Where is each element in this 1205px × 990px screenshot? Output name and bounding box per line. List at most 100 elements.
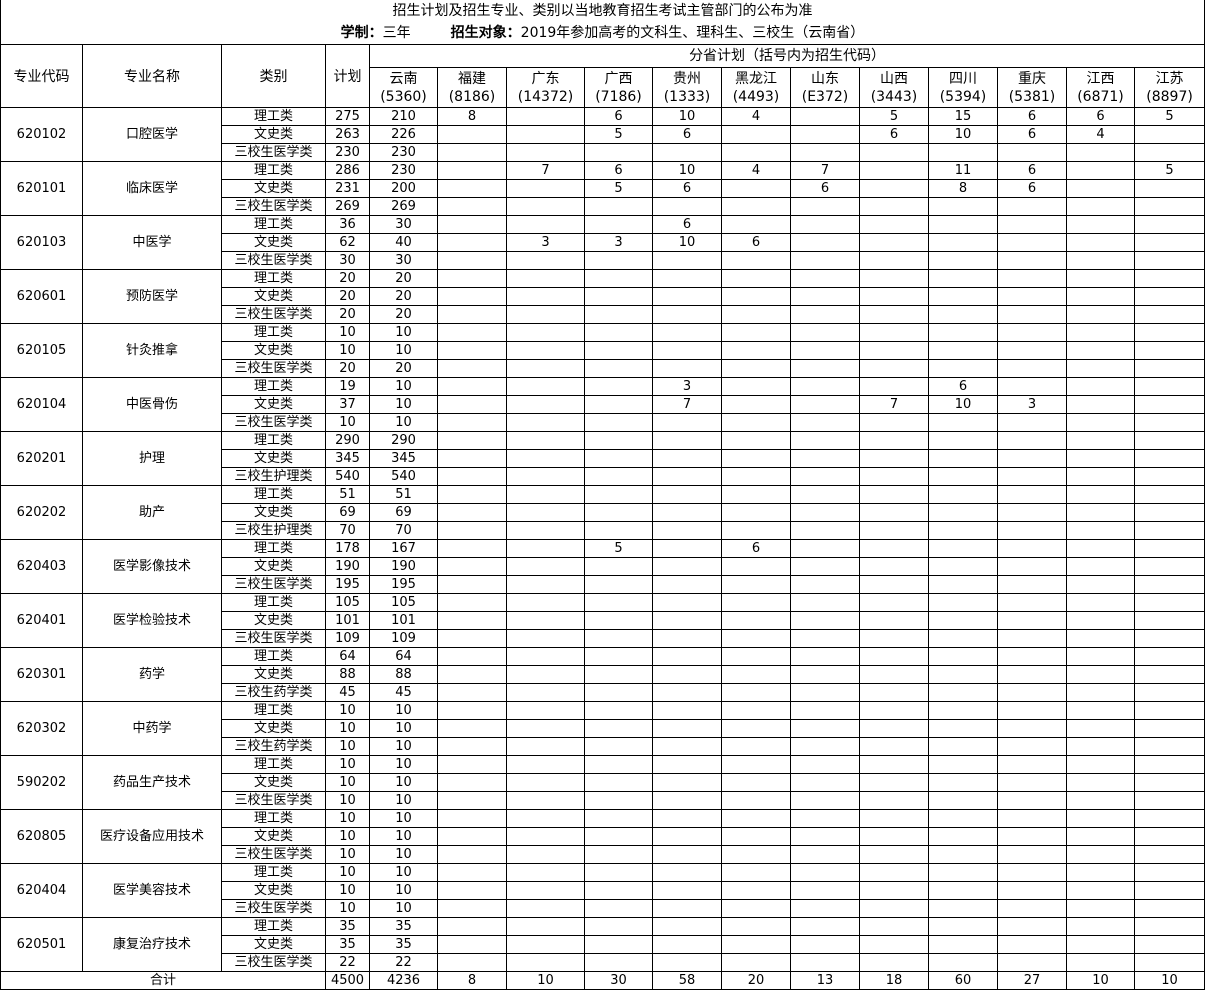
- cell-heilongjiang: [721, 827, 791, 846]
- major-code: 620403: [0, 539, 83, 594]
- cell-jiangxi: [1066, 197, 1135, 216]
- cell-shanxi: [859, 197, 929, 216]
- major-name: 药学: [82, 647, 222, 702]
- cell-plan: 45: [325, 683, 370, 702]
- cell-yunnan: 190: [369, 557, 438, 576]
- cell-jiangsu: [1133, 323, 1205, 342]
- cell-guangdong: [506, 935, 585, 954]
- cell-category: 理工类: [221, 701, 326, 720]
- cell-shandong: [790, 953, 860, 972]
- cell-jiangsu: 5: [1133, 161, 1205, 180]
- cell-chongqing: [997, 737, 1067, 756]
- cell-fujian: [437, 683, 507, 702]
- cell-guangdong: [506, 521, 585, 540]
- cell-plan: 230: [325, 143, 370, 162]
- cell-chongqing: [997, 629, 1067, 648]
- table-row: 620103 中医学 理工类 36 30 6: [0, 215, 1205, 270]
- cell-category: 文史类: [221, 827, 326, 846]
- cell-shandong: [790, 503, 860, 522]
- cell-guizhou: [652, 251, 722, 270]
- major-code: 620805: [0, 809, 83, 864]
- cell-shanxi: [859, 665, 929, 684]
- cell-guangdong: [506, 755, 585, 774]
- cell-sichuan: [928, 521, 998, 540]
- cell-category: 文史类: [221, 503, 326, 522]
- cell-plan: 88: [325, 665, 370, 684]
- cell-heilongjiang: [721, 143, 791, 162]
- cell-yunnan: 10: [369, 377, 438, 396]
- cell-heilongjiang: 4: [721, 107, 791, 126]
- cell-sichuan: [928, 791, 998, 810]
- cell-yunnan: 200: [369, 179, 438, 198]
- cell-jiangsu: [1133, 413, 1205, 432]
- cell-shanxi: [859, 269, 929, 288]
- cell-jiangsu: [1133, 773, 1205, 792]
- cell-shandong: [790, 719, 860, 738]
- cell-guangxi: [584, 287, 653, 306]
- cell-category: 理工类: [221, 917, 326, 936]
- province-name: 黑龙江: [735, 70, 777, 87]
- table-row: 三校生医学类 269 269: [1, 197, 1205, 216]
- cell-guangdong: [506, 845, 585, 864]
- cell-guangdong: [506, 917, 585, 936]
- cell-guangdong: [506, 647, 585, 666]
- cell-shanxi: [859, 827, 929, 846]
- cell-sichuan: [928, 881, 998, 900]
- cell-plan: 10: [325, 341, 370, 360]
- major-code: 620301: [0, 647, 83, 702]
- cell-category: 文史类: [221, 341, 326, 360]
- cell-category: 三校生医学类: [221, 629, 326, 648]
- cell-chongqing: [997, 413, 1067, 432]
- cell-shandong: [790, 251, 860, 270]
- cell-category: 三校生药学类: [221, 683, 326, 702]
- cell-yunnan: 10: [369, 341, 438, 360]
- cell-guangdong: [506, 305, 585, 324]
- table-row: 三校生医学类 20 20: [1, 359, 1205, 378]
- cell-jiangxi: [1066, 431, 1135, 450]
- cell-shanxi: 7: [859, 395, 929, 414]
- cell-sichuan: [928, 953, 998, 972]
- cell-yunnan: 30: [369, 215, 438, 234]
- cell-guangdong: [506, 737, 585, 756]
- cell-shanxi: [859, 143, 929, 162]
- cell-sichuan: [928, 233, 998, 252]
- sheet-subtitle: 学制：三年 招生对象：2019年参加高考的文科生、理科生、三校生（云南省）: [0, 22, 1205, 44]
- table-row: 620302 中药学 理工类 10 10: [0, 701, 1205, 756]
- major-name: 药品生产技术: [82, 755, 222, 810]
- cell-heilongjiang: [721, 737, 791, 756]
- cell-guangxi: [584, 575, 653, 594]
- cell-fujian: [437, 809, 507, 828]
- cell-fujian: [437, 467, 507, 486]
- cell-guizhou: [652, 467, 722, 486]
- cell-jiangsu: [1133, 197, 1205, 216]
- cell-guizhou: [652, 647, 722, 666]
- cell-jiangsu: [1133, 359, 1205, 378]
- total-jiangsu: 10: [1133, 971, 1205, 990]
- cell-guangxi: [584, 377, 653, 396]
- cell-jiangxi: [1066, 503, 1135, 522]
- cell-jiangsu: [1133, 125, 1205, 144]
- cell-chongqing: [997, 917, 1067, 936]
- cell-category: 三校生医学类: [221, 143, 326, 162]
- cell-plan: 35: [325, 935, 370, 954]
- header-plan: 计划: [325, 44, 370, 108]
- header-province: 重庆 (5381): [997, 67, 1067, 108]
- cell-jiangsu: [1133, 881, 1205, 900]
- major-name: 临床医学: [82, 161, 222, 216]
- cell-plan: 10: [325, 737, 370, 756]
- cell-jiangxi: [1066, 629, 1135, 648]
- cell-fujian: [437, 359, 507, 378]
- cell-sichuan: [928, 143, 998, 162]
- cell-jiangxi: [1066, 665, 1135, 684]
- cell-guangxi: 5: [584, 539, 653, 558]
- cell-category: 三校生医学类: [221, 899, 326, 918]
- cell-heilongjiang: [721, 305, 791, 324]
- header-name: 专业名称: [82, 44, 222, 108]
- cell-chongqing: [997, 359, 1067, 378]
- cell-yunnan: 35: [369, 935, 438, 954]
- cell-fujian: [437, 197, 507, 216]
- cell-category: 三校生医学类: [221, 305, 326, 324]
- cell-shanxi: [859, 377, 929, 396]
- table-row: 620404 医学美容技术 理工类 10 10: [0, 863, 1205, 918]
- cell-yunnan: 269: [369, 197, 438, 216]
